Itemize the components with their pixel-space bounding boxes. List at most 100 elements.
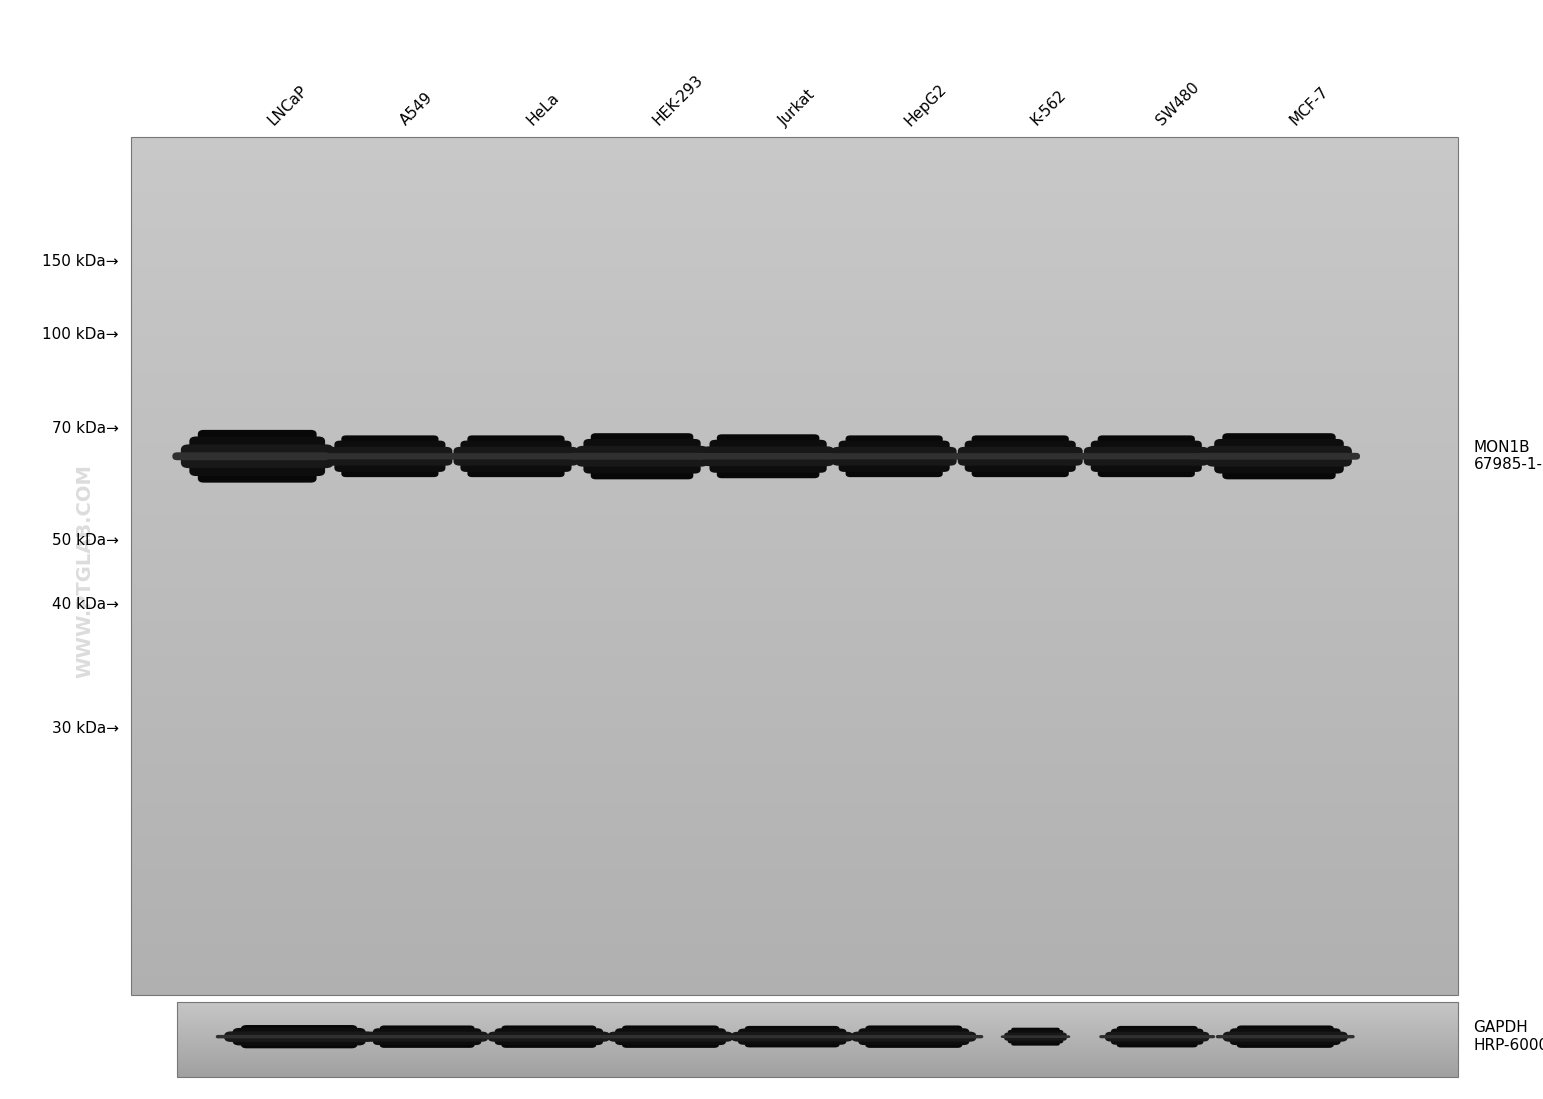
Bar	[131, 793, 1458, 798]
Bar	[131, 343, 1458, 347]
Bar	[131, 313, 1458, 318]
Bar	[131, 386, 1458, 390]
Bar	[131, 545, 1458, 548]
Bar	[131, 437, 1458, 442]
Bar	[131, 845, 1458, 848]
Text: Jurkat: Jurkat	[776, 87, 818, 129]
FancyBboxPatch shape	[460, 441, 571, 471]
FancyBboxPatch shape	[1008, 1030, 1063, 1043]
FancyBboxPatch shape	[198, 430, 316, 482]
Bar	[131, 219, 1458, 223]
Bar	[131, 420, 1458, 424]
Bar	[131, 575, 1458, 579]
Bar	[131, 884, 1458, 888]
Bar	[131, 236, 1458, 241]
Bar	[131, 270, 1458, 275]
Bar	[131, 579, 1458, 584]
Bar	[131, 891, 1458, 896]
FancyBboxPatch shape	[958, 447, 1083, 466]
FancyBboxPatch shape	[745, 1025, 839, 1047]
Bar	[131, 965, 1458, 969]
Bar	[131, 510, 1458, 514]
FancyBboxPatch shape	[838, 441, 949, 471]
FancyBboxPatch shape	[569, 453, 716, 459]
Bar	[131, 442, 1458, 446]
Bar	[131, 626, 1458, 631]
FancyBboxPatch shape	[481, 1035, 617, 1039]
Bar	[131, 309, 1458, 313]
Text: HeLa: HeLa	[523, 90, 562, 129]
Bar	[131, 587, 1458, 591]
Bar	[131, 862, 1458, 866]
Bar	[131, 459, 1458, 463]
Bar	[131, 686, 1458, 690]
Text: HEK-293: HEK-293	[650, 73, 705, 129]
Bar	[131, 451, 1458, 455]
Bar	[131, 647, 1458, 652]
Bar	[131, 785, 1458, 789]
Bar	[131, 562, 1458, 566]
Bar	[131, 857, 1458, 862]
FancyBboxPatch shape	[972, 435, 1069, 477]
Bar	[131, 806, 1458, 810]
Bar	[131, 751, 1458, 755]
Bar	[131, 245, 1458, 248]
Bar	[131, 767, 1458, 771]
Bar	[131, 467, 1458, 471]
FancyBboxPatch shape	[224, 1032, 373, 1042]
FancyBboxPatch shape	[327, 447, 452, 466]
FancyBboxPatch shape	[824, 453, 963, 459]
Bar	[131, 828, 1458, 832]
Bar	[131, 433, 1458, 437]
Text: SW480: SW480	[1154, 80, 1202, 129]
Bar	[131, 622, 1458, 626]
Bar	[131, 241, 1458, 245]
Bar	[131, 802, 1458, 806]
Bar	[131, 176, 1458, 180]
FancyBboxPatch shape	[583, 439, 701, 474]
FancyBboxPatch shape	[1117, 1025, 1197, 1047]
Text: LNCaP: LNCaP	[265, 84, 310, 129]
FancyBboxPatch shape	[1111, 1029, 1204, 1045]
Text: 150 kDa→: 150 kDa→	[42, 254, 119, 269]
Bar	[131, 712, 1458, 717]
FancyBboxPatch shape	[858, 1029, 969, 1045]
Bar	[131, 746, 1458, 751]
FancyBboxPatch shape	[738, 1029, 847, 1045]
FancyBboxPatch shape	[1001, 1035, 1071, 1039]
Bar	[131, 253, 1458, 257]
Bar	[131, 866, 1458, 870]
Bar	[131, 403, 1458, 408]
Bar	[131, 142, 1458, 146]
Bar	[131, 155, 1458, 158]
FancyBboxPatch shape	[366, 1032, 488, 1042]
FancyBboxPatch shape	[731, 1032, 853, 1042]
Bar	[131, 566, 1458, 570]
Bar	[131, 918, 1458, 922]
FancyBboxPatch shape	[724, 1035, 859, 1039]
FancyBboxPatch shape	[710, 440, 827, 473]
Bar	[131, 429, 1458, 433]
Bar	[131, 214, 1458, 219]
Bar	[131, 737, 1458, 742]
Bar	[131, 639, 1458, 643]
Bar	[131, 284, 1458, 287]
Bar	[131, 185, 1458, 189]
FancyBboxPatch shape	[1207, 446, 1352, 467]
Bar	[131, 519, 1458, 523]
Bar	[131, 424, 1458, 429]
Bar	[131, 634, 1458, 639]
Bar	[131, 548, 1458, 553]
FancyBboxPatch shape	[1097, 435, 1194, 477]
Bar	[131, 977, 1458, 981]
Text: MCF-7: MCF-7	[1287, 85, 1332, 129]
Bar	[131, 338, 1458, 343]
FancyBboxPatch shape	[846, 435, 943, 477]
Bar	[131, 198, 1458, 202]
Bar	[131, 180, 1458, 185]
FancyBboxPatch shape	[488, 1032, 609, 1042]
Bar	[131, 643, 1458, 647]
Bar	[131, 926, 1458, 930]
Bar	[131, 981, 1458, 986]
FancyBboxPatch shape	[717, 434, 819, 478]
